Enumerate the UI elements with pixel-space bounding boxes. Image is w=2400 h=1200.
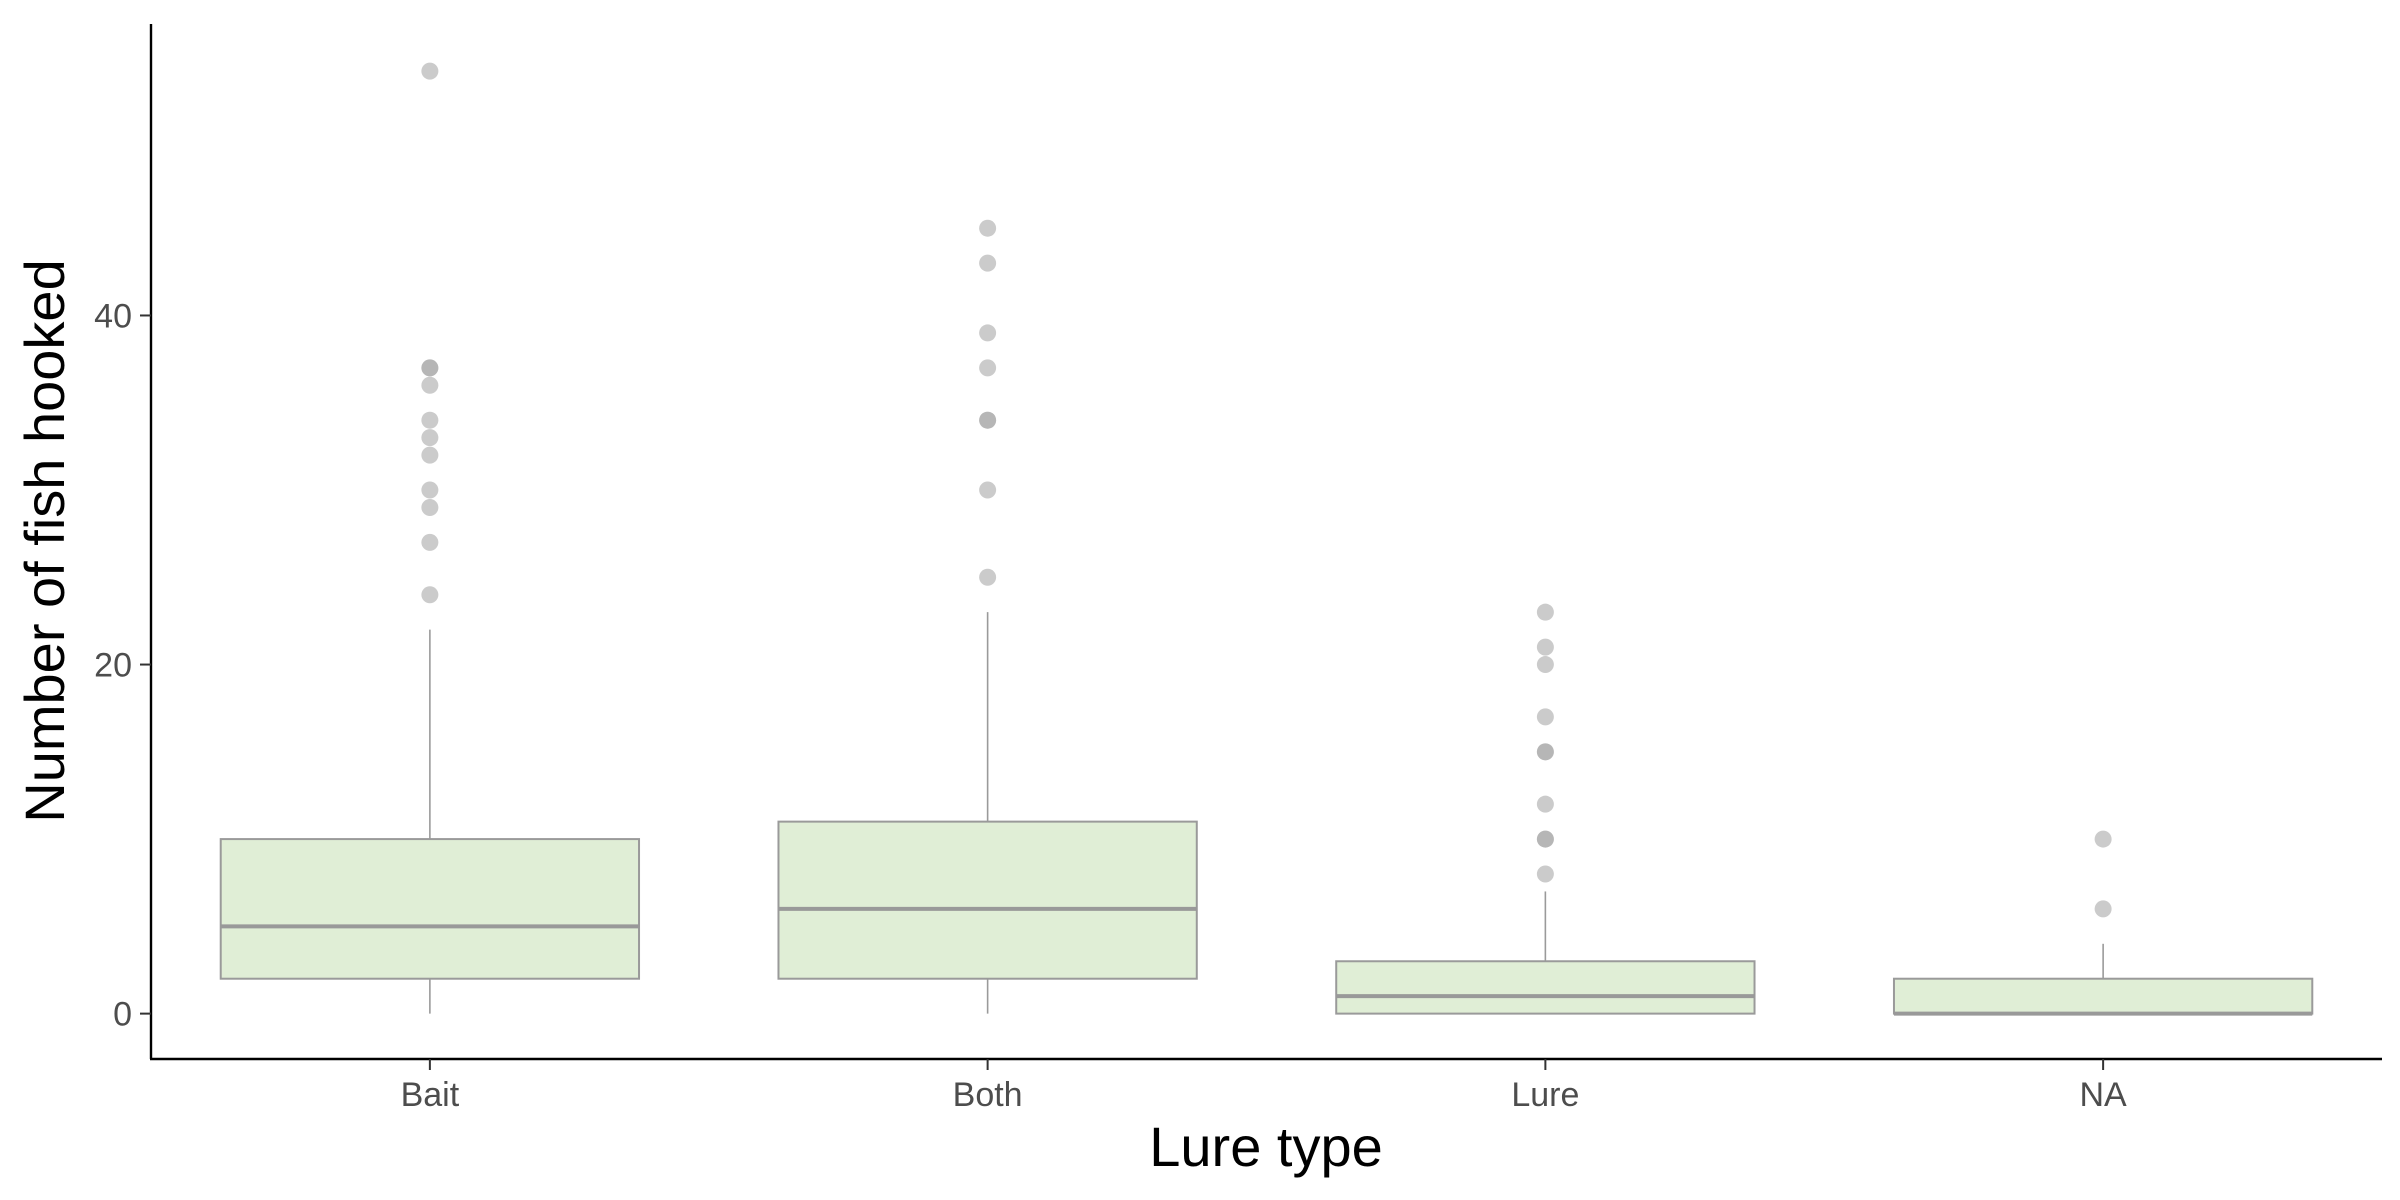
x-axis-ticks: Bait Both Lure NA [401, 1059, 2127, 1114]
x-axis-title: Lure type [1149, 1115, 1383, 1178]
outlier-point [421, 429, 439, 447]
plot-area [219, 62, 2314, 1016]
box-group-both [777, 219, 1198, 1014]
outlier-point [1536, 743, 1554, 761]
y-axis-title: Number of fish hooked [13, 259, 76, 822]
outlier-point [1536, 656, 1554, 674]
outlier-point [1536, 603, 1554, 621]
x-tick-label: Both [953, 1076, 1023, 1114]
outlier-point [1536, 795, 1554, 813]
outlier-point [421, 533, 439, 551]
outlier-point [2094, 830, 2112, 848]
x-tick-label: Bait [401, 1076, 460, 1114]
outlier-point [979, 568, 997, 586]
box-iqr [1892, 977, 2314, 1015]
outlier-point [421, 481, 439, 499]
outlier-point [421, 411, 439, 429]
y-tick-label: 20 [94, 647, 132, 685]
box-group-lure [1335, 603, 1756, 1015]
outlier-point [421, 586, 439, 604]
box-iqr [777, 820, 1198, 980]
outlier-point [979, 219, 997, 237]
box-group-na [1892, 830, 2314, 1016]
outlier-point [1536, 830, 1554, 848]
outlier-point [2094, 900, 2112, 918]
outlier-point [421, 498, 439, 516]
outlier-point [421, 62, 439, 80]
outlier-point [1536, 638, 1554, 656]
outlier-point [421, 446, 439, 464]
outlier-point [979, 254, 997, 272]
outlier-point [421, 359, 439, 377]
outlier-point [979, 359, 997, 377]
outlier-point [979, 481, 997, 499]
y-axis-ticks: 0 20 40 [94, 297, 151, 1034]
outlier-point [1536, 708, 1554, 726]
box-iqr [219, 838, 641, 980]
box-group-bait [219, 62, 641, 1014]
x-tick-label: Lure [1511, 1076, 1579, 1114]
y-tick-label: 40 [94, 297, 132, 335]
box-iqr [1335, 960, 1756, 1015]
outlier-point [979, 411, 997, 429]
x-tick-label: NA [2080, 1076, 2128, 1114]
y-tick-label: 0 [113, 996, 132, 1034]
outlier-point [1536, 865, 1554, 883]
outlier-point [979, 324, 997, 342]
outlier-point [421, 376, 439, 394]
